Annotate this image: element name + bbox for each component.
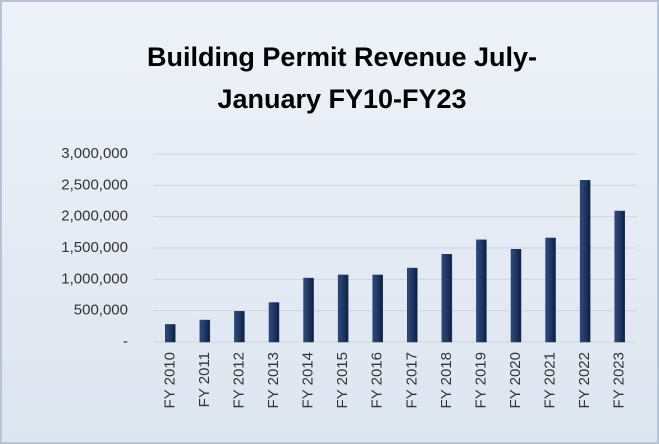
- x-tick-label: FY 2021: [542, 352, 559, 408]
- x-tick-label: FY 2023: [611, 352, 628, 408]
- bar: [407, 267, 418, 343]
- y-tick-label: -: [123, 333, 128, 350]
- bar: [441, 254, 453, 343]
- x-tick-label: FY 2014: [300, 352, 317, 408]
- x-tick-label: FY 2019: [472, 352, 489, 408]
- x-tick-label: FY 2011: [196, 352, 213, 407]
- bar: [545, 237, 556, 343]
- bar: [579, 180, 591, 343]
- bar: [372, 274, 383, 343]
- y-tick-label: 1,500,000: [61, 239, 128, 256]
- x-tick-label: FY 2012: [230, 352, 247, 408]
- y-tick-label: 1,000,000: [61, 270, 128, 287]
- bar: [614, 210, 625, 343]
- y-tick-label: 2,500,000: [61, 176, 128, 193]
- bar: [510, 249, 522, 343]
- x-tick-label: FY 2013: [265, 352, 282, 408]
- y-tick-label: 2,000,000: [61, 208, 128, 225]
- x-tick-label: FY 2020: [507, 352, 524, 408]
- bar: [303, 277, 314, 343]
- y-tick-label: 3,000,000: [61, 145, 128, 162]
- x-tick-label: FY 2016: [369, 352, 386, 408]
- x-tick-label: FY 2015: [334, 352, 351, 408]
- bar: [268, 302, 280, 343]
- bar: [337, 274, 349, 343]
- chart-title: Building Permit Revenue July-January FY1…: [146, 42, 538, 114]
- x-tick-label: FY 2010: [161, 352, 178, 408]
- bar: [165, 324, 176, 343]
- y-tick-label: 500,000: [74, 302, 128, 319]
- bar: [199, 319, 211, 343]
- x-tick-label: FY 2018: [438, 352, 455, 408]
- bar: [476, 239, 487, 343]
- bar: [234, 311, 245, 343]
- x-tick-label: FY 2017: [403, 352, 420, 408]
- x-tick-label: FY 2022: [576, 352, 593, 408]
